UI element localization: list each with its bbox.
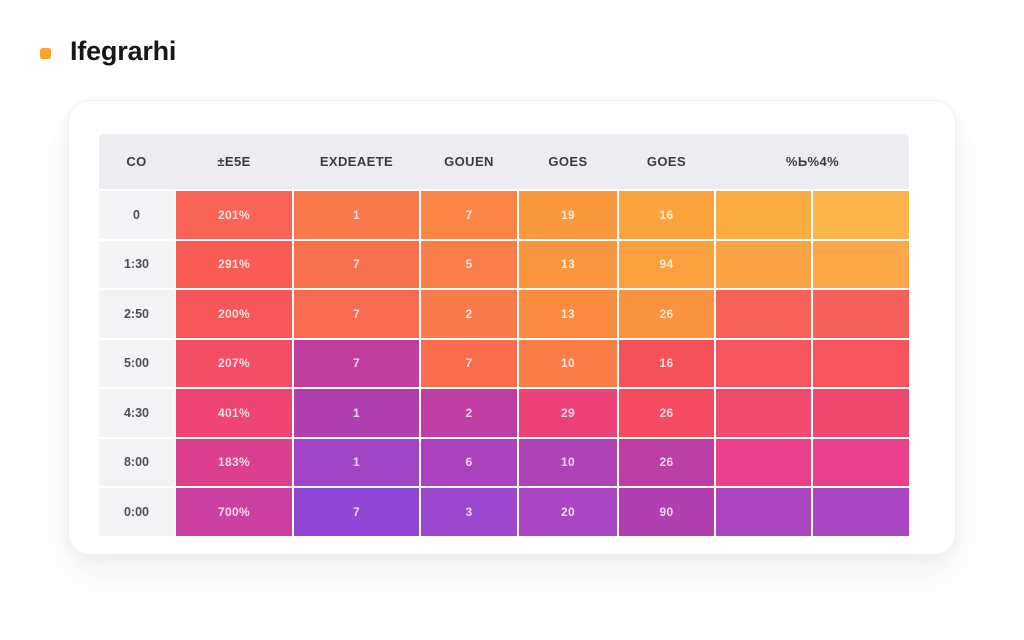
row-label: 5:00 xyxy=(99,339,174,387)
heatmap-cell: 10 xyxy=(519,339,617,387)
heatmap-cell: 6 xyxy=(421,438,517,486)
heatmap-table: CO ±E5E EXDEAETE GOUEN GOES GOES %Ь%4% 0 201% 1 7… xyxy=(99,134,909,536)
heatmap-cell xyxy=(716,438,811,486)
heatmap-cell xyxy=(813,290,909,338)
column-header: GOES xyxy=(548,154,588,169)
page-header: Ifegrarhi xyxy=(40,36,176,67)
heatmap-cell: 16 xyxy=(619,191,714,239)
heatmap-cell: 2 xyxy=(421,389,517,437)
heatmap-card: CO ±E5E EXDEAETE GOUEN GOES GOES %Ь%4% 0 201% 1 7… xyxy=(68,100,956,555)
heatmap-cell: 20 xyxy=(519,488,617,536)
heatmap-cell: 26 xyxy=(619,438,714,486)
heatmap-cell xyxy=(716,339,811,387)
heatmap-cell: 7 xyxy=(294,240,419,288)
column-header: GOES xyxy=(646,154,687,169)
heatmap-cell: 7 xyxy=(421,339,517,387)
heatmap-cell xyxy=(813,240,909,288)
heatmap-header-row: CO ±E5E EXDEAETE GOUEN GOES GOES %Ь%4% xyxy=(99,134,909,189)
heatmap-cell xyxy=(813,339,909,387)
heatmap-cell xyxy=(813,389,909,437)
heatmap-cell: 1 xyxy=(294,438,419,486)
heatmap-cell: 26 xyxy=(619,389,714,437)
heatmap-cell: 13 xyxy=(519,290,617,338)
heatmap-cell: 2 xyxy=(421,290,517,338)
page-title: Ifegrarhi xyxy=(70,36,177,66)
heatmap-cell: 19 xyxy=(519,191,617,239)
column-header: EXDEAETE xyxy=(319,154,394,169)
column-header: %Ь%4% xyxy=(785,154,840,169)
heatmap-cell xyxy=(813,438,909,486)
heatmap-cell: 10 xyxy=(519,438,617,486)
heatmap-cell: 401% xyxy=(176,389,292,437)
column-header: CO xyxy=(126,154,147,169)
heatmap-cell xyxy=(716,191,811,239)
heatmap-cell xyxy=(813,488,909,536)
heatmap-cell xyxy=(716,290,811,338)
heatmap-cell: 7 xyxy=(421,191,517,239)
heatmap-cell: 3 xyxy=(421,488,517,536)
row-label: 0 xyxy=(99,191,174,239)
row-label: 4:30 xyxy=(99,389,174,437)
heatmap-cell: 700% xyxy=(176,488,292,536)
row-label: 2:50 xyxy=(99,290,174,338)
heatmap-cell: 29 xyxy=(519,389,617,437)
heatmap-cell xyxy=(716,240,811,288)
heatmap-cell: 183% xyxy=(176,438,292,486)
heatmap-cell: 16 xyxy=(619,339,714,387)
heatmap-cell: 7 xyxy=(294,339,419,387)
heatmap-body: 0 201% 1 7 19 16 1:30 291% 7 5 13 94 2:50 200% 7 2 13 26 5… xyxy=(99,191,909,536)
heatmap-cell: 26 xyxy=(619,290,714,338)
heatmap-cell: 7 xyxy=(294,290,419,338)
heatmap-cell xyxy=(716,389,811,437)
row-label: 0:00 xyxy=(99,488,174,536)
heatmap-cell: 13 xyxy=(519,240,617,288)
heatmap-cell: 207% xyxy=(176,339,292,387)
heatmap-cell xyxy=(716,488,811,536)
heatmap-cell: 7 xyxy=(294,488,419,536)
heatmap-cell: 291% xyxy=(176,240,292,288)
heatmap-cell: 5 xyxy=(421,240,517,288)
heatmap-cell: 200% xyxy=(176,290,292,338)
row-label: 1:30 xyxy=(99,240,174,288)
heatmap-cell xyxy=(813,191,909,239)
column-header: ±E5E xyxy=(217,154,251,169)
heatmap-cell: 1 xyxy=(294,191,419,239)
heatmap-cell: 201% xyxy=(176,191,292,239)
row-label: 8:00 xyxy=(99,438,174,486)
bullet-icon xyxy=(40,47,51,59)
heatmap-cell: 94 xyxy=(619,240,714,288)
heatmap-cell: 90 xyxy=(619,488,714,536)
heatmap-cell: 1 xyxy=(294,389,419,437)
column-header: GOUEN xyxy=(444,154,494,169)
